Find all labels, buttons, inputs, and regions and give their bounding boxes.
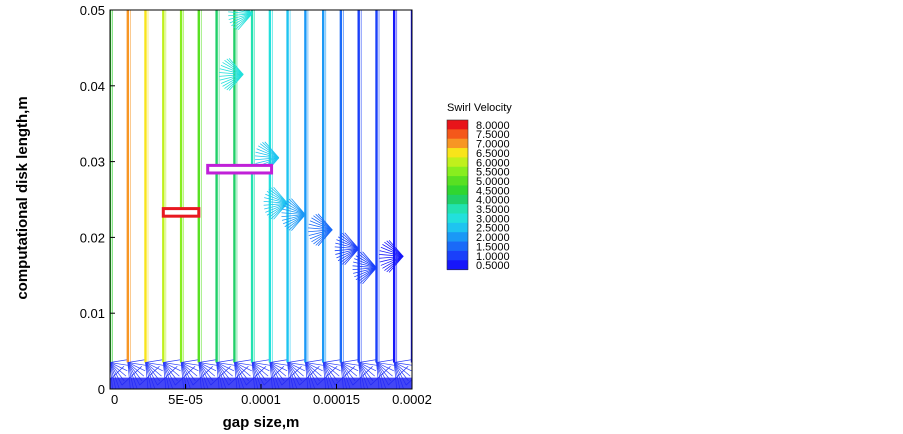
legend-frame [446,119,469,270]
highlight-box [161,207,201,218]
legend-value: 8.0000 [476,120,510,132]
vector-column [405,10,412,386]
legend-value: 5.5000 [476,167,510,179]
legend-value: 0.5000 [476,260,510,272]
legend-swatch [447,250,468,261]
legend-value: 1.0000 [476,251,510,263]
legend-swatch [447,194,468,205]
legend-value: 4.5000 [476,185,510,197]
legend-value: 6.0000 [476,157,510,169]
vector-column [174,10,200,389]
vector-column [121,10,146,389]
legend-swatch [447,232,468,243]
x-tick-label: 0 [111,392,118,407]
vector-fan [334,232,359,266]
vector-fan [228,10,253,31]
y-tick-label: 0.01 [80,306,105,321]
legend-value: 5.0000 [476,176,510,188]
vector-column [334,10,359,389]
vector-fan [308,213,333,247]
vector-column [370,10,395,389]
legend-value: 3.0000 [476,213,510,225]
vector-column [299,10,324,389]
y-tick-label: 0.02 [80,230,105,245]
vector-fan [219,58,244,91]
y-tick-label: 0.05 [80,3,105,18]
legend-swatch [447,138,468,149]
legend-swatch [447,157,468,168]
vector-fan [281,198,306,231]
y-axis-ticks: 0 0.01 0.02 0.03 0.04 0.05 [80,3,115,397]
legend-value: 6.5000 [476,148,510,160]
velocity-vectors [110,10,412,389]
x-tick-label: 0.0001 [241,392,281,407]
legend-swatch [447,166,468,177]
legend-swatch [447,204,468,214]
vector-column [157,10,182,389]
near-disk-flow-band [110,377,412,389]
vector-column [245,10,271,389]
y-tick-label: 0.03 [80,155,105,170]
vector-column [110,10,128,389]
legend-swatch [447,241,468,252]
vector-fan [263,187,288,220]
legend-swatch [447,120,468,130]
vector-fan [352,251,377,284]
legend-swatch [447,222,468,233]
y-axis-label: computational disk length,m [14,96,31,299]
plot-frame [109,9,413,390]
vector-fan [379,240,404,273]
legend-value: 4.0000 [476,195,510,207]
y-tick-label: 0.04 [80,79,105,94]
legend-swatch [447,129,468,140]
x-tick-label: 0.0002 [392,392,432,407]
legend-value: 2.5000 [476,223,510,235]
legend-swatch [447,213,468,224]
legend: Swirl Velocity 8.00007.50007.00006.50006… [446,102,512,272]
vector-column [192,10,217,389]
highlight-box [206,163,274,175]
y-tick-label: 0 [98,382,105,397]
legend-swatch [447,176,468,186]
legend-title: Swirl Velocity [447,102,512,114]
legend-swatch [447,148,468,158]
highlight-boxes [161,163,274,218]
vector-column [228,10,253,389]
legend-value: 3.5000 [476,204,510,216]
x-axis-label: gap size,m [223,414,300,431]
legend-swatch [447,260,468,271]
x-axis-ticks: 0 5E-05 0.0001 0.00015 0.0002 [109,384,432,407]
vector-column [352,10,377,389]
legend-swatch [447,185,468,196]
vector-column [387,10,412,389]
x-tick-label: 0.00015 [313,392,360,407]
legend-value: 7.5000 [476,129,510,141]
legend-value: 7.0000 [476,139,510,151]
vector-column [316,10,342,389]
legend-value: 2.0000 [476,232,510,244]
x-tick-label: 5E-05 [168,392,203,407]
legend-value: 1.5000 [476,241,510,253]
vector-column [139,10,164,389]
